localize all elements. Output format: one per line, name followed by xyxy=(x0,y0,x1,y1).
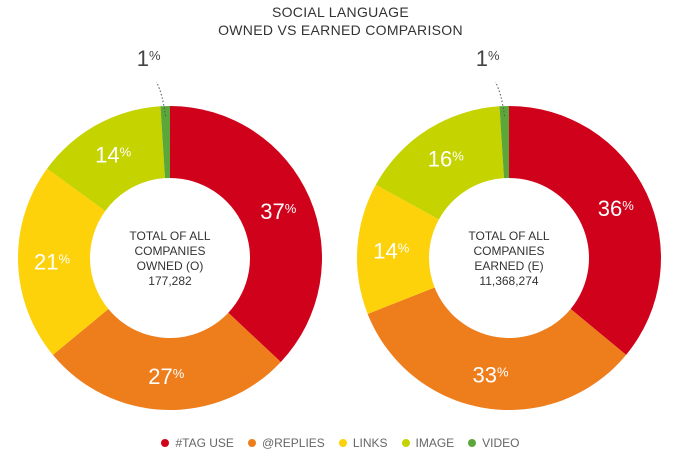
earned-center-line-2: COMPANIES xyxy=(473,244,545,258)
earned-label-image: 16% xyxy=(428,146,464,171)
earned-slice-image xyxy=(375,106,504,220)
owned-leader-line-video xyxy=(156,81,167,117)
legend-label: @REPLIES xyxy=(261,436,325,450)
earned-center-line-3: EARNED (E) xyxy=(474,259,544,273)
legend-item-tag-use: #TAG USE xyxy=(161,436,234,450)
earned-center-label: TOTAL OF ALL COMPANIES EARNED (E) 11,368… xyxy=(439,229,579,289)
legend: #TAG USE @REPLIES LINKS IMAGE VIDEO xyxy=(0,436,681,450)
legend-item-replies: @REPLIES xyxy=(247,436,325,450)
earned-label-video: 1% xyxy=(476,46,500,71)
owned-label-tag-use: 37% xyxy=(260,199,296,224)
earned-center-line-1: TOTAL OF ALL xyxy=(468,229,550,243)
legend-item-video: VIDEO xyxy=(468,436,520,450)
legend-swatch xyxy=(401,439,410,447)
legend-item-image: IMAGE xyxy=(401,436,455,450)
owned-label-replies: 27% xyxy=(148,364,184,389)
earned-slice-video xyxy=(499,106,509,179)
legend-label: IMAGE xyxy=(415,436,455,450)
owned-center-total: 177,282 xyxy=(148,274,192,288)
legend-label: VIDEO xyxy=(482,436,520,450)
legend-swatch xyxy=(161,439,170,447)
earned-center-total: 11,368,274 xyxy=(479,274,539,288)
owned-center-line-3: OWNED (O) xyxy=(136,259,204,273)
owned-label-video: 1% xyxy=(137,46,161,71)
owned-label-image: 14% xyxy=(95,143,131,168)
earned-label-links: 14% xyxy=(373,239,409,264)
owned-center-line-2: COMPANIES xyxy=(134,244,206,258)
owned-center-line-1: TOTAL OF ALL xyxy=(129,229,211,243)
earned-slice-replies xyxy=(367,287,627,411)
legend-item-links: LINKS xyxy=(338,436,388,450)
owned-slice-video xyxy=(160,106,170,179)
legend-swatch xyxy=(468,439,477,447)
legend-swatch xyxy=(247,439,256,447)
owned-label-links: 21% xyxy=(34,250,70,275)
owned-slice-image xyxy=(47,106,165,211)
earned-slice-tag-use xyxy=(509,106,662,355)
legend-label: #TAG USE xyxy=(175,436,234,450)
owned-slice-tag-use xyxy=(170,106,322,363)
earned-leader-line-video xyxy=(495,81,506,117)
earned-slice-links xyxy=(357,184,439,314)
chart-subtitle: OWNED VS EARNED COMPARISON xyxy=(218,22,463,38)
owned-center-label: TOTAL OF ALL COMPANIES OWNED (O) 177,282 xyxy=(100,229,240,289)
earned-label-replies: 33% xyxy=(473,363,509,388)
earned-label-tag-use: 36% xyxy=(598,196,634,221)
owned-slice-replies xyxy=(52,308,281,410)
legend-swatch xyxy=(338,439,347,447)
chart-title: SOCIAL LANGUAGE xyxy=(271,4,410,20)
legend-label: LINKS xyxy=(352,436,388,450)
owned-slice-links xyxy=(18,168,109,355)
